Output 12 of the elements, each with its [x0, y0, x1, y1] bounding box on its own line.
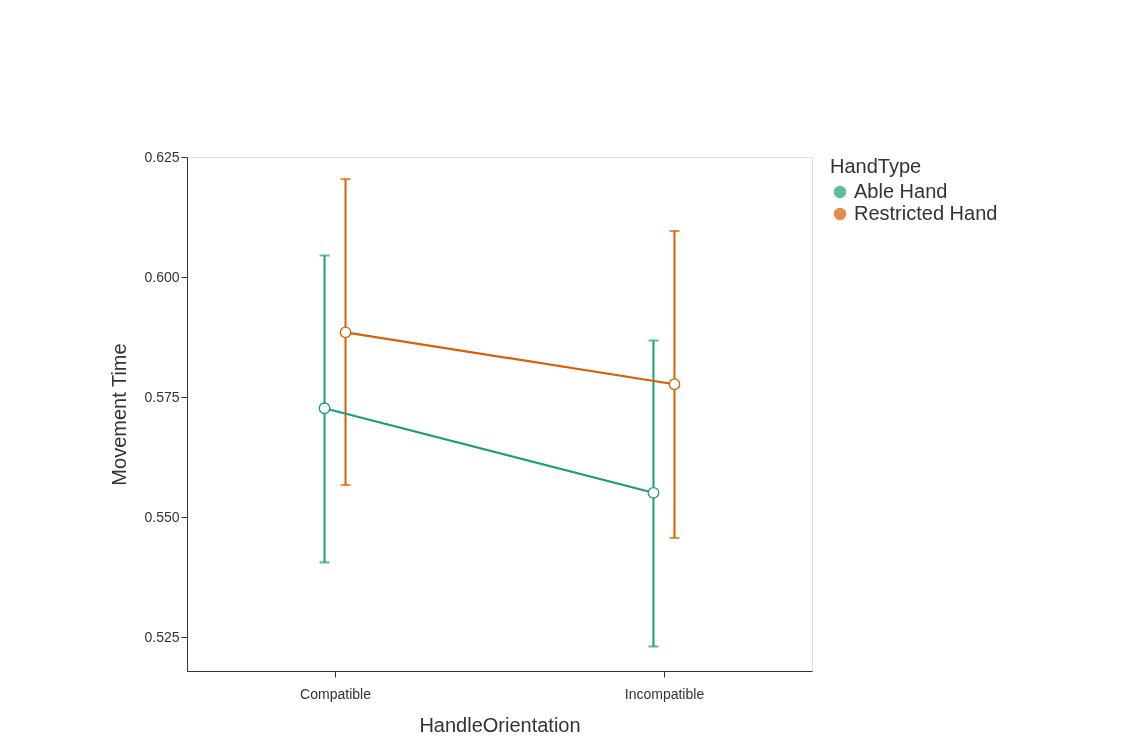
x-axis-title: HandleOrientation	[419, 713, 581, 736]
legend-label: Restricted Hand	[854, 202, 998, 224]
y-tick-label: 0.600	[144, 268, 180, 285]
y-tick-label: 0.525	[144, 628, 180, 645]
legend-label: Able Hand	[854, 180, 948, 202]
y-tick-label: 0.625	[144, 148, 180, 165]
x-tick-label: Incompatible	[624, 685, 705, 702]
y-tick-label: 0.550	[144, 508, 180, 525]
y-axis-title: Movement Time	[108, 343, 131, 486]
legend-title: HandType	[830, 155, 922, 177]
x-tick-label: Compatible	[300, 685, 372, 702]
y-tick-label: 0.575	[144, 388, 180, 405]
